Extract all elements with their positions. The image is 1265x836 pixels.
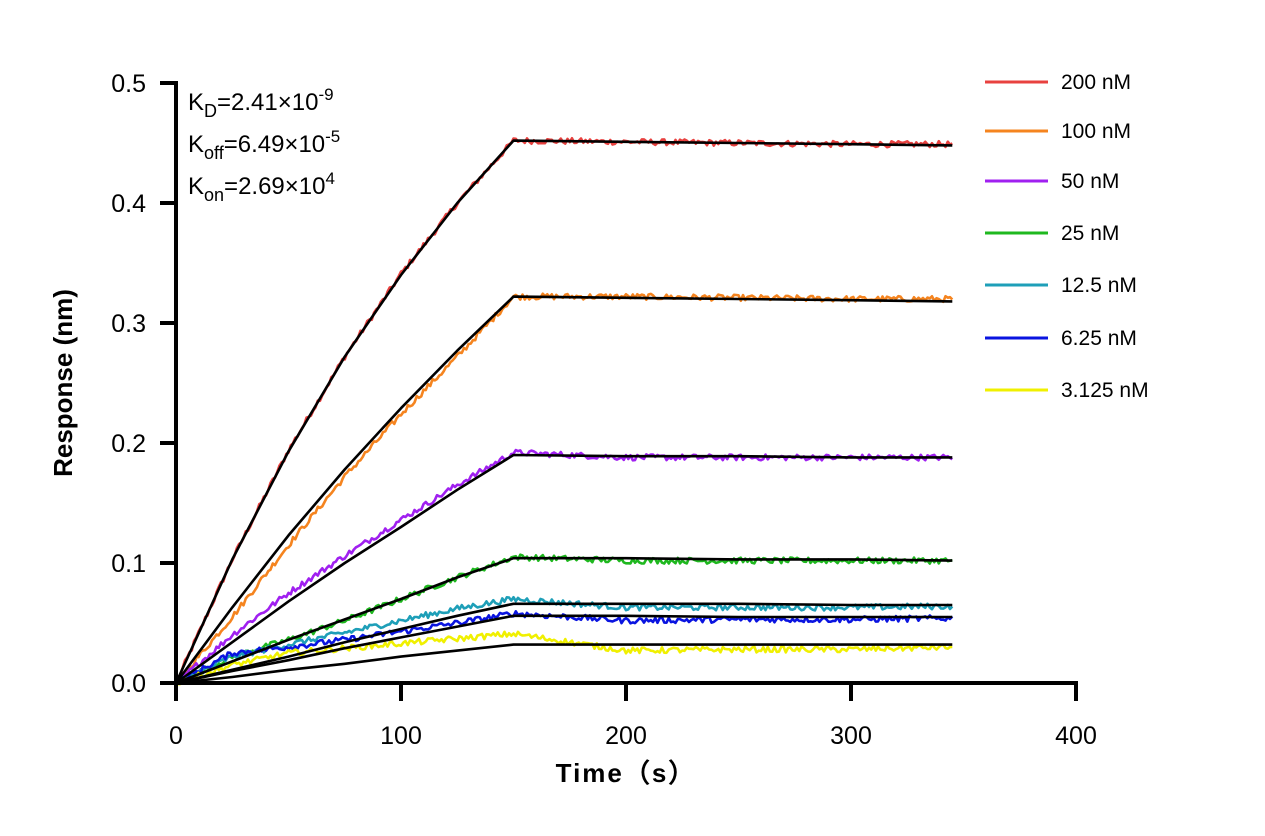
traces (174, 137, 954, 686)
y-tick-label: 0.2 (111, 430, 146, 458)
legend-label: 200 nM (1061, 71, 1131, 94)
kinetic-annotations: KD=2.41×10-9 Koff=6.49×10-5 Kon=2.69×104 (188, 85, 340, 205)
x-tick-label: 400 (1055, 722, 1097, 750)
legend-item: 50 nM (985, 170, 1119, 193)
fit-12-5-nM (175, 602, 953, 685)
y-tick-label: 0.0 (111, 670, 146, 698)
legend-label: 3.125 nM (1061, 379, 1149, 402)
legend-item: 200 nM (985, 71, 1131, 94)
trace-6-25-nM (174, 609, 954, 685)
y-tick-label: 0.5 (111, 70, 146, 98)
y-tick-label: 0.1 (111, 550, 146, 578)
legend-label: 6.25 nM (1061, 327, 1137, 350)
legend-item: 100 nM (985, 120, 1131, 143)
legend-item: 25 nM (985, 222, 1119, 245)
x-axis-title: Time（s） (556, 758, 697, 788)
fit-100-nM (174, 295, 953, 684)
x-tick-label: 300 (830, 722, 872, 750)
fit-25-nM (175, 556, 953, 685)
trace-12-5-nM (174, 595, 954, 684)
legend-label: 12.5 nM (1061, 274, 1137, 297)
x-tick-label: 0 (169, 722, 183, 750)
legend-item: 12.5 nM (985, 274, 1137, 297)
fit-3-125-nM (175, 643, 953, 685)
trace-100-nM (174, 292, 954, 684)
fit-50-nM (175, 453, 953, 685)
y-tick-label: 0.3 (111, 310, 146, 338)
legend-label: 50 nM (1061, 170, 1119, 193)
legend-item: 6.25 nM (985, 327, 1137, 350)
fit-200-nM (174, 139, 953, 684)
fit-6-25-nM (175, 614, 953, 685)
y-axis-title: Response (nm) (48, 289, 78, 477)
axes: 0 100 200 300 400 0.0 0.1 0.2 0.3 0.4 0.5 (111, 70, 1097, 750)
x-tick-label: 200 (605, 722, 647, 750)
legend-label: 100 nM (1061, 120, 1131, 143)
y-tick-label: 0.4 (111, 190, 146, 218)
koff-annotation: Koff=6.49×10-5 (188, 127, 340, 163)
legend-item: 3.125 nM (985, 379, 1149, 402)
x-tick-label: 100 (380, 722, 422, 750)
kon-annotation: Kon=2.69×104 (188, 169, 335, 205)
kd-annotation: KD=2.41×10-9 (188, 85, 334, 121)
fit-curves (174, 139, 953, 685)
legend-label: 25 nM (1061, 222, 1119, 245)
legend: 200 nM 100 nM 50 nM 25 nM 12.5 nM 6.25 nM 3.12… (985, 71, 1149, 402)
